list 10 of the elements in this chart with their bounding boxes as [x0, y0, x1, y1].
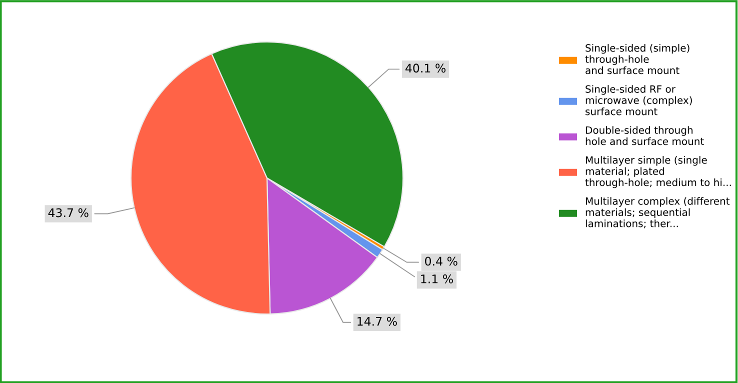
data-label: 0.4 % — [425, 256, 458, 266]
legend-label: Multilayer simple (single material; plated through-hole; medium to hi... — [585, 156, 731, 188]
data-label: 43.7 % — [48, 208, 88, 218]
data-label: 1.1 % — [421, 274, 453, 284]
legend-label: Double-sided through hole and surface mount — [586, 126, 704, 146]
data-label: 14.7 % — [358, 316, 397, 326]
data-label: 40.1 % — [405, 64, 446, 73]
legend-label: Single-sided RF or microwave (complex) surface mount — [586, 85, 692, 116]
legend-label: Single-sided (simple) through-hole and surface mount — [585, 44, 690, 74]
legend-label: Multilayer complex (different materials; sequential laminations; ther... — [586, 197, 730, 228]
